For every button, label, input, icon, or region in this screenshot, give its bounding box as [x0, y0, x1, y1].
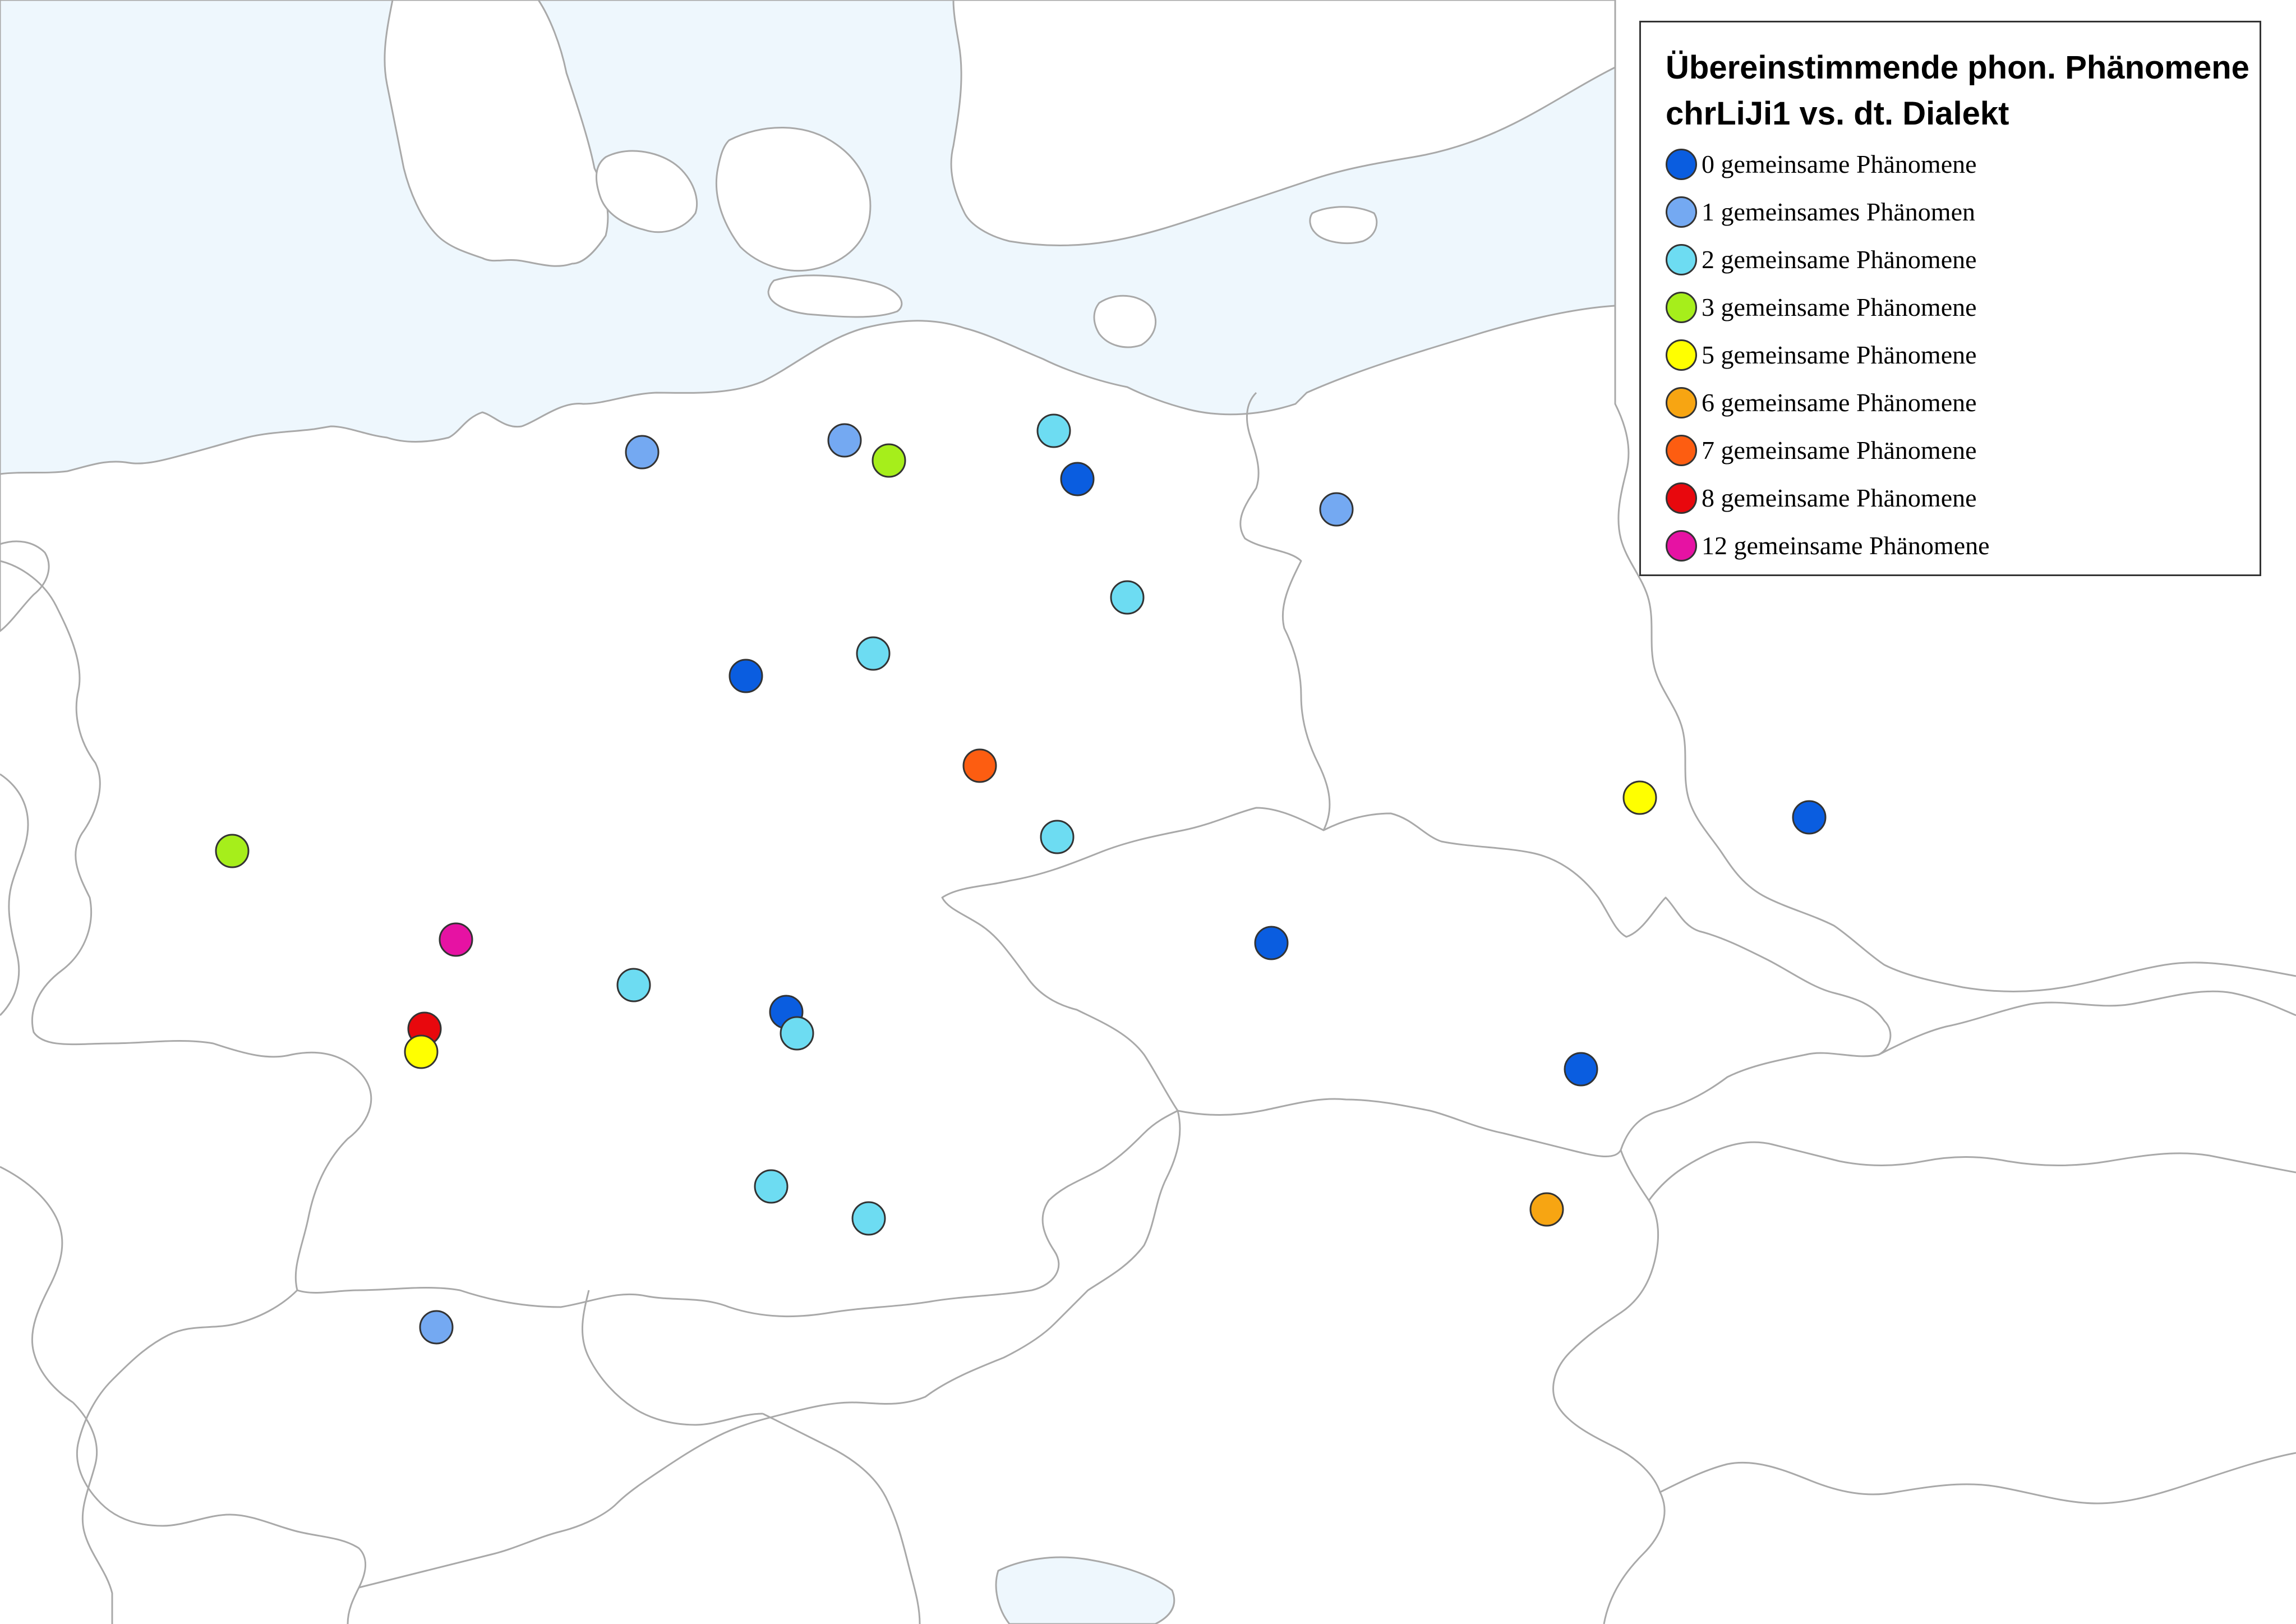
- legend-swatch-3: [1666, 291, 1697, 323]
- site-marker-1[interactable]: [625, 435, 660, 470]
- site-marker-8[interactable]: [856, 636, 891, 671]
- site-marker-11[interactable]: [1040, 820, 1075, 854]
- site-marker-16[interactable]: [1254, 926, 1289, 960]
- legend-label-7: 8 gemeinsame Phänomene: [1702, 484, 1977, 512]
- legend-swatch-7: [1666, 482, 1697, 514]
- site-marker-7[interactable]: [1110, 580, 1145, 615]
- legend-item-2: 2 gemeinsame Phänomene: [1666, 236, 2260, 283]
- legend-swatch-1: [1666, 196, 1697, 228]
- site-marker-21[interactable]: [780, 1016, 814, 1051]
- site-marker-14[interactable]: [215, 834, 250, 868]
- site-marker-24[interactable]: [851, 1201, 886, 1236]
- hungary-border: [1659, 1452, 2296, 1505]
- slovakia-border: [1648, 990, 2296, 1201]
- germany-border-east: [941, 392, 1331, 1111]
- site-marker-22[interactable]: [1564, 1052, 1598, 1087]
- bornholm-island: [1309, 206, 1378, 245]
- site-markers: [215, 413, 1827, 1345]
- site-marker-13[interactable]: [1792, 800, 1827, 835]
- legend-item-5: 6 gemeinsame Phänomene: [1666, 379, 2260, 426]
- czech-border: [1177, 812, 1892, 1157]
- legend-item-4: 5 gemeinsame Phänomene: [1666, 331, 2260, 379]
- germany-border-west: [0, 474, 372, 1291]
- legend-item-1: 1 gemeinsames Phänomen: [1666, 188, 2260, 236]
- italy-border: [72, 1401, 921, 1624]
- site-marker-19[interactable]: [404, 1034, 439, 1069]
- denmark-mainland: [384, 0, 609, 267]
- legend-item-7: 8 gemeinsame Phänomene: [1666, 474, 2260, 522]
- legend-label-2: 2 gemeinsame Phänomene: [1702, 245, 1977, 274]
- legend-title-line-1: Übereinstimmende phon. Phänomene: [1666, 49, 2249, 86]
- map-legend: Übereinstimmende phon. Phänomene chrLiJi…: [1639, 21, 2261, 576]
- legend-label-3: 3 gemeinsame Phänomene: [1702, 293, 1977, 321]
- site-marker-10[interactable]: [962, 748, 997, 783]
- legend-label-0: 0 gemeinsame Phänomene: [1702, 150, 1977, 178]
- legend-swatch-5: [1666, 387, 1697, 418]
- site-marker-12[interactable]: [1622, 780, 1657, 815]
- legend-label-6: 7 gemeinsame Phänomene: [1702, 436, 1977, 464]
- ruegen-island: [1093, 295, 1157, 348]
- danish-island-funen: [595, 150, 698, 233]
- germany-border-south: [297, 1110, 1178, 1318]
- site-marker-2[interactable]: [827, 423, 862, 458]
- austria-border: [358, 1110, 1181, 1589]
- legend-label-4: 5 gemeinsame Phänomene: [1702, 341, 1977, 369]
- poland-border: [1614, 306, 2296, 992]
- legend-swatch-8: [1666, 530, 1697, 562]
- frisian-islands: [0, 540, 50, 632]
- legend-item-6: 7 gemeinsame Phänomene: [1666, 426, 2260, 474]
- site-marker-3[interactable]: [872, 443, 906, 478]
- legend-swatch-6: [1666, 434, 1697, 466]
- site-marker-17[interactable]: [616, 968, 651, 1002]
- danish-island-zealand: [715, 127, 872, 272]
- legend-title-line-2: chrLiJi1 vs. dt. Dialekt: [1666, 95, 2009, 132]
- site-marker-9[interactable]: [729, 659, 763, 693]
- legend-item-8: 12 gemeinsame Phänomene: [1666, 522, 2260, 569]
- site-marker-15[interactable]: [439, 922, 473, 957]
- switzerland-border: [76, 1289, 763, 1624]
- legend-swatch-4: [1666, 339, 1697, 371]
- benelux-border: [0, 773, 73, 1404]
- legend-item-0: 0 gemeinsame Phänomene: [1666, 140, 2260, 188]
- legend-label-5: 6 gemeinsame Phänomene: [1702, 388, 1977, 417]
- austria-east-border: [1552, 1149, 1666, 1624]
- danish-island-lolland: [767, 274, 903, 318]
- legend-item-3: 3 gemeinsame Phänomene: [1666, 283, 2260, 331]
- swedish-coast: [950, 0, 1616, 246]
- legend-label-8: 12 gemeinsame Phänomene: [1702, 531, 1990, 560]
- legend-label-1: 1 gemeinsames Phänomen: [1702, 197, 1976, 226]
- site-marker-26[interactable]: [419, 1310, 454, 1345]
- site-marker-4[interactable]: [1036, 413, 1071, 448]
- site-marker-23[interactable]: [754, 1169, 789, 1204]
- site-marker-6[interactable]: [1319, 492, 1354, 527]
- site-marker-25[interactable]: [1529, 1192, 1564, 1227]
- legend-items: 0 gemeinsame Phänomene 1 gemeinsames Phä…: [1666, 140, 2260, 569]
- legend-swatch-2: [1666, 243, 1697, 275]
- lake-constance: [995, 1556, 1175, 1624]
- site-marker-5[interactable]: [1060, 462, 1095, 496]
- legend-swatch-0: [1666, 148, 1697, 180]
